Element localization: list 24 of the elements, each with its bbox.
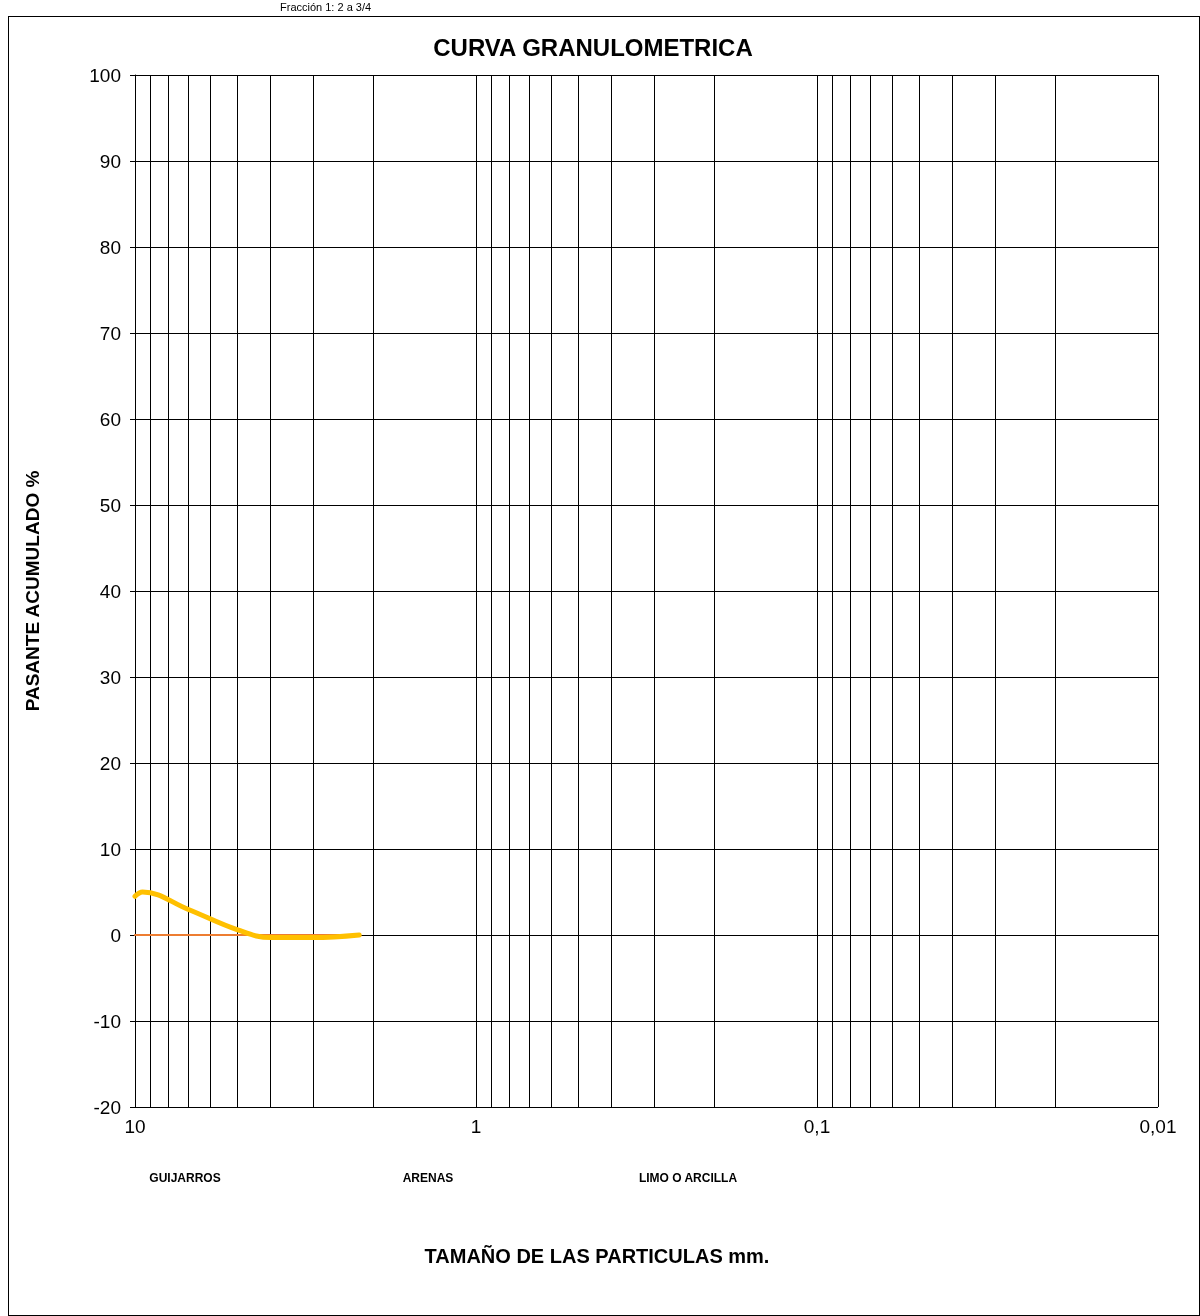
text: LIMO O ARCILLA <box>638 1171 738 1185</box>
y-tick-label: -20 <box>93 1096 121 1118</box>
y-tick-label: 50 <box>99 494 121 516</box>
y-tick-label: 30 <box>99 666 121 688</box>
x-tick-label: 10 <box>124 1116 146 1137</box>
y-tick-label: -10 <box>93 1010 121 1032</box>
chart-title: CURVA GRANULOMETRICA <box>433 33 753 61</box>
text: TAMAÑO DE LAS PARTICULAS mm. <box>424 1245 770 1267</box>
y-tick-label: 60 <box>99 408 121 430</box>
y-axis-title: PASANTE ACUMULADO % <box>22 470 43 712</box>
y-tick-label: 100 <box>89 64 121 86</box>
y-tick-label: 0 <box>110 924 121 946</box>
text: Fracción 1: 2 a 3/4 <box>280 0 372 13</box>
y-tick-label: 40 <box>99 580 121 602</box>
text: ARENAS <box>402 1171 454 1185</box>
y-tick-label: 90 <box>99 150 121 172</box>
y-tick-label: 10 <box>99 838 121 860</box>
text: GUIJARROS <box>149 1171 221 1185</box>
y-tick-label: 70 <box>99 322 121 344</box>
x-tick-label: 1 <box>470 1116 482 1137</box>
x-tick-label: 0,01 <box>1139 1116 1177 1137</box>
y-tick-label: 80 <box>99 236 121 258</box>
x-tick-label: 0,1 <box>803 1116 831 1137</box>
y-tick-label: 20 <box>99 752 121 774</box>
